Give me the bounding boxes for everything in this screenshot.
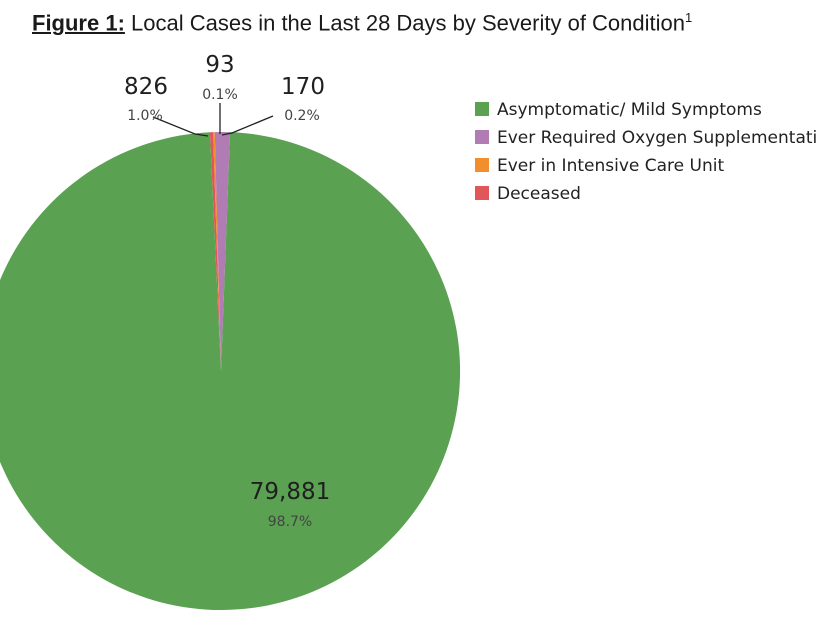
pie-slice-ever-required-oxygen-supplementati — [214, 131, 231, 371]
legend-swatch-deceased — [475, 186, 489, 200]
title-text: Local Cases in the Last 28 Days by Sever… — [131, 10, 685, 36]
legend: Asymptomatic/ Mild Symptoms Ever Required… — [475, 100, 817, 204]
legend-swatch-ever-required-oxygen-supplementati — [475, 130, 489, 144]
chart-title: Figure 1: Local Cases in the Last 28 Day… — [32, 10, 822, 36]
leader-line-deceased — [221, 115, 274, 136]
legend-swatch-ever-in-intensive-care-unit — [475, 158, 489, 172]
footnote-mark: 1 — [685, 10, 693, 25]
data-label-value-deceased: 170 — [281, 74, 325, 100]
data-label-percent-ever-required-oxygen-supplementati: 1.0% — [127, 108, 163, 124]
data-label-percent-ever-in-intensive-care-unit: 0.1% — [202, 87, 238, 103]
pie-slice-asymptomatic-mild-symptoms — [0, 132, 460, 610]
pie-slice-deceased — [209, 132, 221, 371]
legend-label-asymptomatic-mild-symptoms: Asymptomatic/ Mild Symptoms — [497, 100, 762, 120]
legend-label-ever-in-intensive-care-unit: Ever in Intensive Care Unit — [497, 156, 724, 176]
leader-line-ever-required-oxygen-supplementati — [152, 116, 209, 137]
figure-label: Figure 1: — [32, 10, 125, 36]
legend-label-ever-required-oxygen-supplementati: Ever Required Oxygen Supplementati — [497, 128, 817, 148]
data-label-value-ever-required-oxygen-supplementati: 826 — [124, 74, 168, 100]
pie-slice-ever-in-intensive-care-unit — [213, 132, 221, 371]
data-label-percent-asymptomatic-mild-symptoms: 98.7% — [268, 514, 312, 530]
data-label-value-asymptomatic-mild-symptoms: 79,881 — [250, 479, 330, 505]
legend-swatch-asymptomatic-mild-symptoms — [475, 102, 489, 116]
legend-label-deceased: Deceased — [497, 184, 581, 204]
data-label-value-ever-in-intensive-care-unit: 93 — [205, 52, 234, 78]
pie-slices — [0, 131, 460, 610]
data-label-percent-deceased: 0.2% — [284, 108, 320, 124]
slice-labels: 79,881 98.7% 826 1.0% 93 0.1% 170 0.2% — [124, 52, 330, 530]
